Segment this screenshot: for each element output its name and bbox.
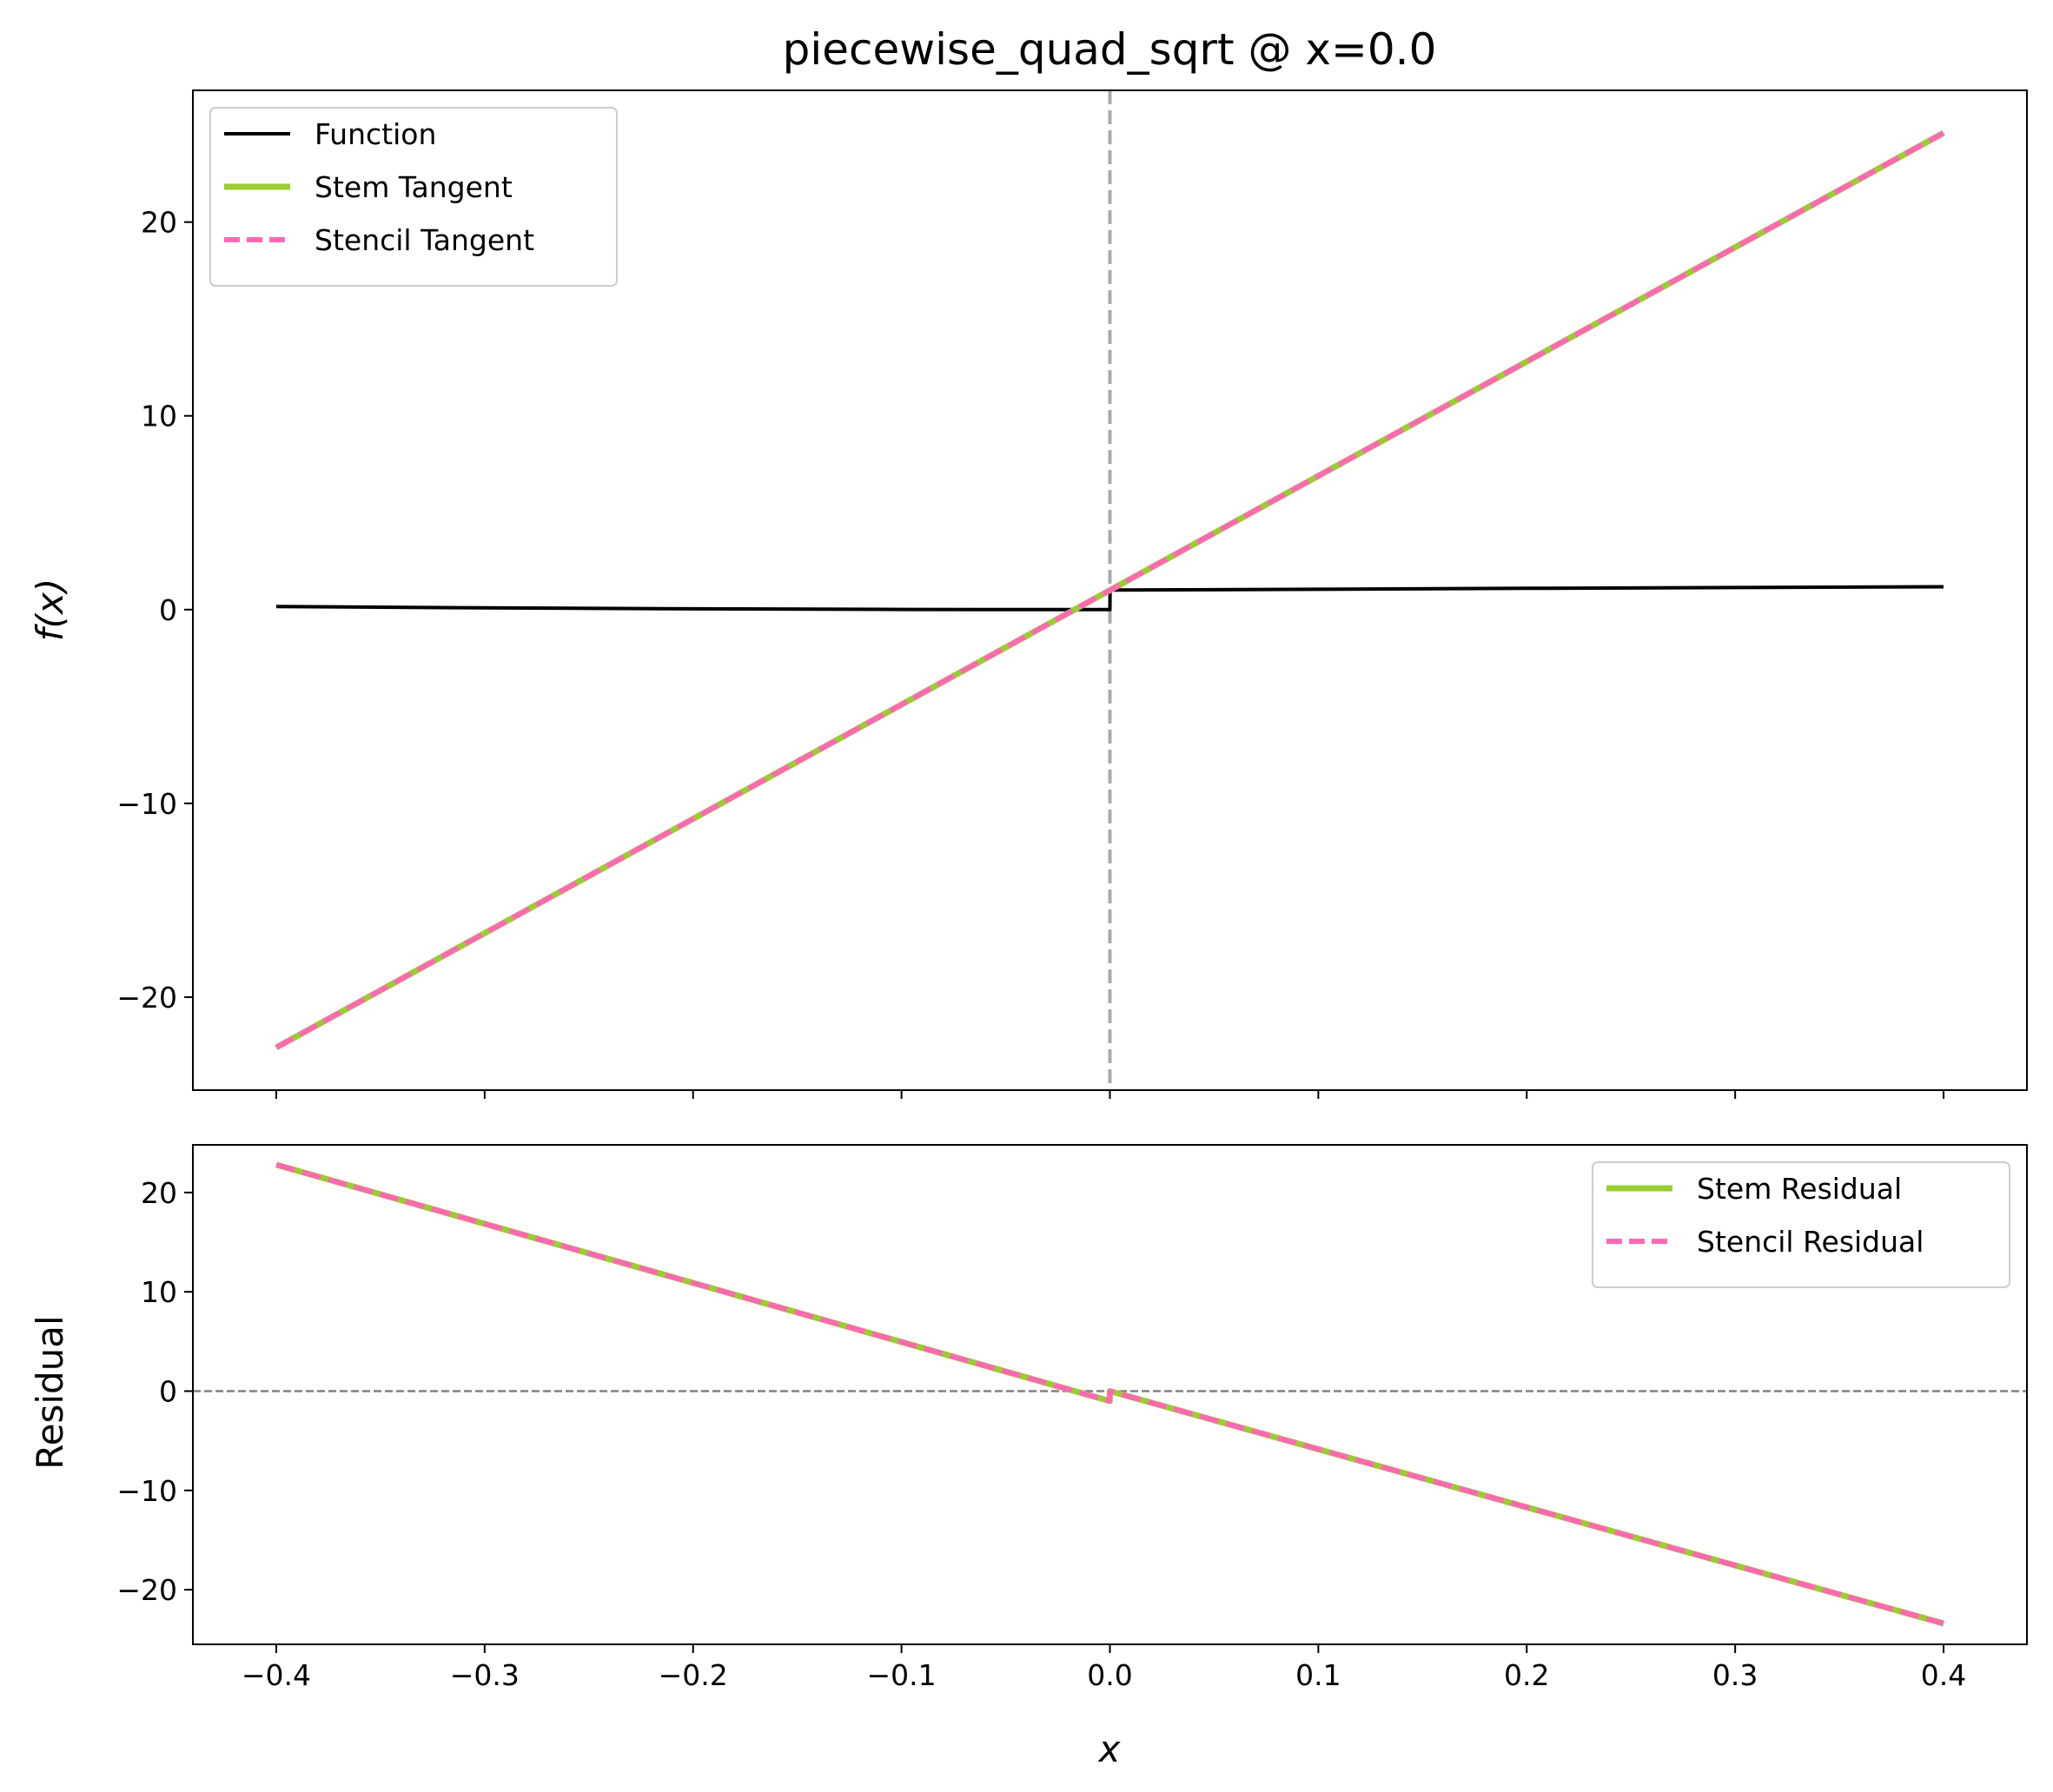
bottom-panel: −20 −10 0 10 20 −0.4 −0.3 −0.2 −0.1 0.0 0.1 0.2 0.3 0…: [116, 1144, 2028, 1692]
legend-label-stem-tangent: Stem Tangent: [315, 170, 513, 204]
bottom-y-tick-label: −10: [116, 1474, 177, 1508]
x-tick-label: −0.3: [450, 1658, 520, 1692]
top-axes-frame: [192, 89, 2028, 1091]
bottom-y-tick-label: −20: [116, 1573, 177, 1607]
legend-label-stem-residual: Stem Residual: [1697, 1172, 1902, 1206]
bottom-y-tick-label: 0: [159, 1374, 177, 1408]
chart-title: piecewise_quad_sqrt @ x=0.0: [783, 24, 1437, 75]
bottom-plot-area: [193, 1161, 2027, 1627]
x-axis-label: x: [1097, 1728, 1122, 1770]
x-tick-label: −0.4: [242, 1658, 311, 1692]
series-line-function: [275, 585, 1944, 612]
x-tick-label: 0.4: [1921, 1658, 1966, 1692]
bottom-y-tick-label: 10: [141, 1275, 177, 1309]
bottom-legend-box: [1592, 1161, 2010, 1288]
x-tick-label: −0.2: [659, 1658, 728, 1692]
x-tick-label: 0.3: [1712, 1658, 1758, 1692]
top-y-tick-label: 0: [159, 593, 177, 627]
top-y-tick-label: −20: [116, 981, 177, 1015]
y-axis-label-top: f(x): [29, 579, 71, 641]
top-panel: −20 −10 0 10 20 Function Stem Tangent Stencil T…: [116, 89, 2028, 1099]
top-y-tick-label: 10: [141, 400, 177, 433]
series-line-stencil-tangent: [275, 130, 1945, 1050]
bottom-y-tick-label: 20: [141, 1176, 177, 1210]
top-legend: Function Stem Tangent Stencil Tangent: [209, 107, 618, 287]
legend-label-function: Function: [315, 117, 436, 151]
series-line-stencil-residual: [275, 1162, 1944, 1626]
top-legend-box: [209, 107, 618, 287]
x-tick-label: 0.1: [1295, 1658, 1341, 1692]
top-y-tick-label: −10: [116, 787, 177, 821]
x-tick-label: 0.0: [1087, 1658, 1132, 1692]
legend-label-stencil-residual: Stencil Residual: [1697, 1225, 1924, 1259]
bottom-axes-frame: [192, 1144, 2028, 1645]
x-tick-label: −0.1: [867, 1658, 937, 1692]
top-plot-area: [275, 90, 1945, 1090]
x-tick-label: 0.2: [1504, 1658, 1549, 1692]
top-y-tick-label: 20: [141, 206, 177, 240]
y-axis-label-bottom: Residual: [29, 1315, 71, 1469]
legend-label-stencil-tangent: Stencil Tangent: [315, 223, 534, 257]
bottom-legend: Stem Residual Stencil Residual: [1592, 1161, 2010, 1288]
